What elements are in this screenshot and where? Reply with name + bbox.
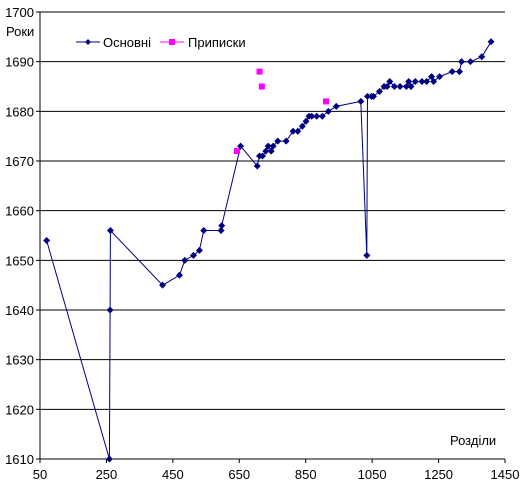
data-point (233, 148, 240, 155)
data-point (455, 68, 463, 76)
data-point (264, 142, 272, 150)
data-point (259, 152, 267, 160)
data-point (176, 271, 183, 279)
data-point (289, 127, 297, 135)
data-point (200, 227, 208, 235)
data-point (386, 78, 394, 86)
data-point (282, 137, 290, 145)
data-point (318, 112, 326, 120)
x-tick-label-250: 250 (96, 467, 118, 482)
axes (39, 12, 505, 460)
data-point (313, 112, 321, 120)
data-point (430, 78, 438, 86)
data-point (423, 78, 431, 86)
series-0 (43, 38, 495, 463)
data-point (457, 58, 465, 66)
data-point (269, 142, 277, 150)
data-point (466, 58, 474, 66)
y-tick-label-1640: 1640 (5, 303, 34, 318)
y-tick-label-1700: 1700 (5, 5, 34, 20)
data-point (256, 68, 263, 75)
data-point (332, 102, 340, 110)
data-point (181, 256, 189, 264)
y-tick-label-1680: 1680 (5, 104, 34, 119)
x-tick-label-1050: 1050 (358, 467, 387, 482)
data-point (106, 306, 114, 314)
data-point (487, 38, 495, 46)
data-point (217, 227, 225, 235)
legend-marker-prypysky (169, 39, 175, 45)
data-point (302, 117, 310, 125)
legend-marker-osnovni (85, 39, 91, 45)
series-line-0 (46, 41, 492, 460)
series-layer (43, 38, 495, 463)
legend: Основні Приписки (76, 35, 246, 50)
data-point (402, 83, 410, 90)
gridlines (40, 11, 505, 410)
data-point (294, 127, 302, 135)
y-tick-label-1650: 1650 (5, 253, 34, 268)
data-point (396, 83, 404, 90)
y-tick-label-1660: 1660 (5, 204, 34, 219)
y-axis-title: Роки (6, 24, 34, 39)
data-point (478, 53, 486, 61)
x-tick-label-650: 650 (228, 467, 250, 482)
data-point (274, 137, 282, 145)
y-tick-labels: 1610 1620 1630 1640 1650 1660 1670 1680 1690 1700 (5, 5, 40, 467)
data-point (418, 78, 426, 86)
data-point (375, 87, 383, 95)
x-tick-label-1250: 1250 (424, 467, 453, 482)
y-tick-label-1690: 1690 (5, 55, 34, 70)
data-point (411, 78, 419, 86)
y-tick-label-1630: 1630 (5, 353, 34, 368)
data-point (237, 142, 245, 150)
x-tick-label-1450: 1450 (491, 467, 520, 482)
data-point (298, 122, 306, 130)
legend-label-prypysky: Приписки (188, 35, 246, 50)
data-point (189, 251, 197, 259)
data-point (363, 251, 371, 259)
data-point (436, 73, 444, 81)
data-point (407, 83, 415, 90)
x-tick-label-850: 850 (295, 467, 317, 482)
data-point (106, 227, 114, 235)
data-point (195, 246, 203, 254)
y-tick-label-1620: 1620 (5, 402, 34, 417)
data-point (448, 68, 456, 76)
x-axis-title: Розділи (450, 433, 496, 448)
data-point (258, 83, 265, 90)
data-point (390, 83, 398, 90)
data-point (357, 97, 365, 105)
data-point (324, 107, 332, 115)
data-point (405, 78, 413, 86)
data-point (43, 236, 51, 244)
legend-label-osnovni: Основні (103, 35, 151, 50)
data-point (253, 162, 261, 170)
data-point (383, 83, 391, 90)
data-point (262, 147, 270, 155)
x-tick-labels: 50 250 450 650 850 1050 1250 1450 (33, 459, 520, 482)
data-point (159, 281, 167, 289)
data-point (363, 92, 371, 100)
data-point (105, 455, 113, 463)
x-tick-label-50: 50 (33, 467, 47, 482)
data-point (369, 92, 377, 100)
data-point (218, 222, 226, 230)
y-tick-label-1670: 1670 (5, 154, 34, 169)
x-tick-label-450: 450 (162, 467, 184, 482)
data-point (308, 112, 316, 120)
data-point (322, 98, 329, 105)
y-tick-label-1610: 1610 (5, 452, 34, 467)
series-1 (233, 68, 329, 155)
